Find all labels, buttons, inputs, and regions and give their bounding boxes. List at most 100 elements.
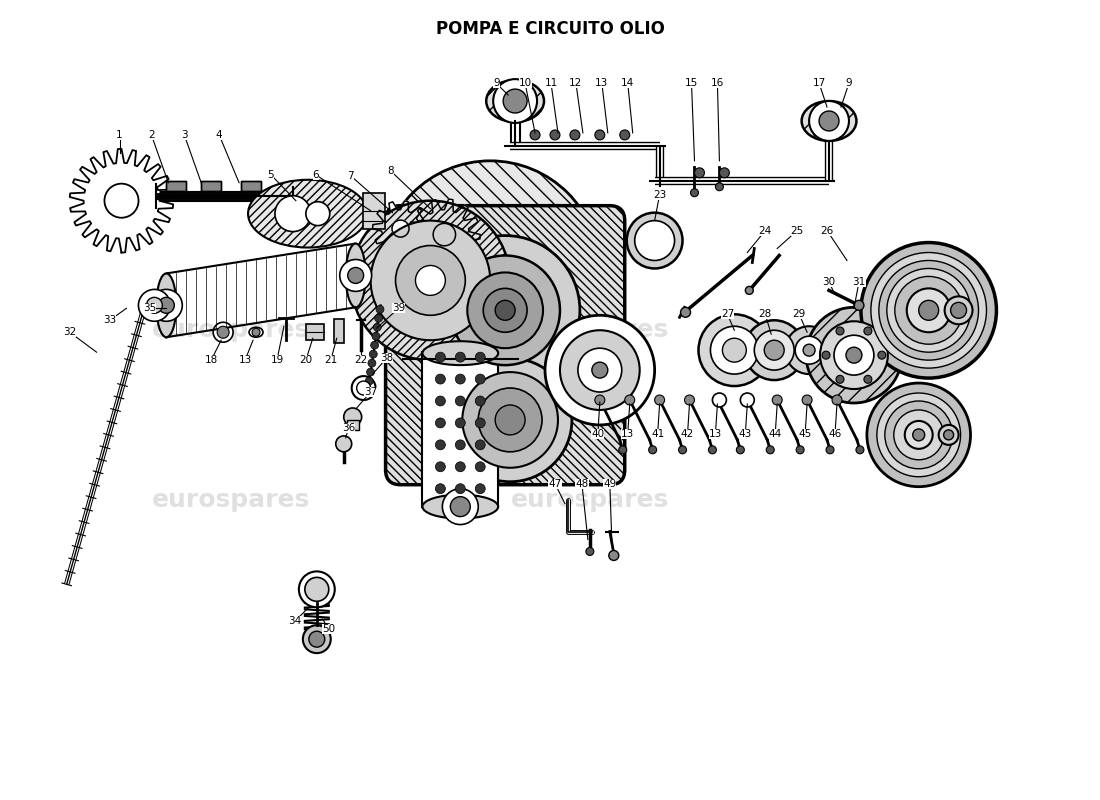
Circle shape xyxy=(436,462,446,472)
Circle shape xyxy=(711,326,758,374)
Circle shape xyxy=(396,246,465,315)
Circle shape xyxy=(495,405,525,435)
Circle shape xyxy=(740,393,755,407)
Circle shape xyxy=(715,182,724,190)
Text: POMPA E CIRCUITO OLIO: POMPA E CIRCUITO OLIO xyxy=(436,20,664,38)
Circle shape xyxy=(252,328,260,336)
Ellipse shape xyxy=(422,342,498,365)
Circle shape xyxy=(430,235,580,385)
Text: 43: 43 xyxy=(739,429,752,439)
Circle shape xyxy=(785,326,833,374)
Ellipse shape xyxy=(422,494,498,518)
Circle shape xyxy=(306,202,330,226)
Circle shape xyxy=(913,429,925,441)
Text: 40: 40 xyxy=(592,429,604,439)
Circle shape xyxy=(608,550,619,561)
Circle shape xyxy=(366,368,375,376)
Circle shape xyxy=(592,362,608,378)
Text: eurospares: eurospares xyxy=(152,318,310,342)
Circle shape xyxy=(340,259,372,291)
Circle shape xyxy=(742,395,752,405)
Circle shape xyxy=(832,395,842,405)
Circle shape xyxy=(550,130,560,140)
Circle shape xyxy=(681,307,691,318)
Circle shape xyxy=(713,395,723,405)
Text: 24: 24 xyxy=(759,226,772,235)
Text: 9: 9 xyxy=(846,78,852,88)
Bar xyxy=(422,352,498,506)
Circle shape xyxy=(420,290,600,470)
Polygon shape xyxy=(166,243,355,338)
Text: 25: 25 xyxy=(791,226,804,235)
Circle shape xyxy=(861,242,997,378)
Circle shape xyxy=(834,335,873,375)
Circle shape xyxy=(619,446,627,454)
Circle shape xyxy=(483,288,527,332)
Circle shape xyxy=(450,497,471,517)
Circle shape xyxy=(146,298,163,314)
Text: 41: 41 xyxy=(651,429,664,439)
Circle shape xyxy=(745,320,804,380)
Polygon shape xyxy=(373,201,428,257)
Circle shape xyxy=(455,396,465,406)
Circle shape xyxy=(104,184,139,218)
Circle shape xyxy=(944,430,954,440)
Circle shape xyxy=(918,300,938,320)
Circle shape xyxy=(305,578,329,602)
Text: 21: 21 xyxy=(324,355,338,365)
Text: 30: 30 xyxy=(823,278,836,287)
Circle shape xyxy=(772,395,782,405)
Circle shape xyxy=(803,344,815,356)
Circle shape xyxy=(905,421,933,449)
Circle shape xyxy=(884,401,953,469)
Circle shape xyxy=(894,410,944,460)
Circle shape xyxy=(755,330,794,370)
Circle shape xyxy=(356,381,371,395)
Circle shape xyxy=(475,396,485,406)
Text: 13: 13 xyxy=(708,429,722,439)
Text: 48: 48 xyxy=(575,478,589,489)
Circle shape xyxy=(336,436,352,452)
Circle shape xyxy=(698,314,770,386)
Circle shape xyxy=(570,130,580,140)
Circle shape xyxy=(795,336,823,364)
Ellipse shape xyxy=(156,274,176,338)
Bar xyxy=(241,181,261,190)
Bar xyxy=(400,230,600,400)
Circle shape xyxy=(365,377,373,385)
Circle shape xyxy=(887,269,970,352)
Ellipse shape xyxy=(249,180,367,247)
Circle shape xyxy=(864,375,872,383)
Ellipse shape xyxy=(486,80,544,122)
Circle shape xyxy=(493,79,537,123)
Circle shape xyxy=(864,327,872,335)
Circle shape xyxy=(867,383,970,486)
Circle shape xyxy=(436,440,446,450)
Circle shape xyxy=(381,161,600,380)
Circle shape xyxy=(719,168,729,178)
Text: 4: 4 xyxy=(216,130,222,140)
Text: 34: 34 xyxy=(288,616,301,626)
Circle shape xyxy=(802,395,812,405)
Bar xyxy=(201,181,221,190)
Circle shape xyxy=(475,374,485,384)
Text: 3: 3 xyxy=(182,130,188,140)
Text: 44: 44 xyxy=(769,429,782,439)
Text: 2: 2 xyxy=(148,130,155,140)
Circle shape xyxy=(595,395,605,405)
Circle shape xyxy=(371,342,378,349)
Text: 8: 8 xyxy=(387,166,394,176)
Text: 45: 45 xyxy=(799,429,812,439)
Circle shape xyxy=(462,372,558,468)
Circle shape xyxy=(826,446,834,454)
Circle shape xyxy=(455,352,465,362)
Circle shape xyxy=(822,351,830,359)
Ellipse shape xyxy=(802,101,857,141)
Text: 47: 47 xyxy=(549,478,562,489)
Circle shape xyxy=(503,89,527,113)
Circle shape xyxy=(679,446,686,454)
Circle shape xyxy=(367,359,376,367)
Circle shape xyxy=(877,393,960,477)
Circle shape xyxy=(352,376,375,400)
Circle shape xyxy=(475,484,485,494)
